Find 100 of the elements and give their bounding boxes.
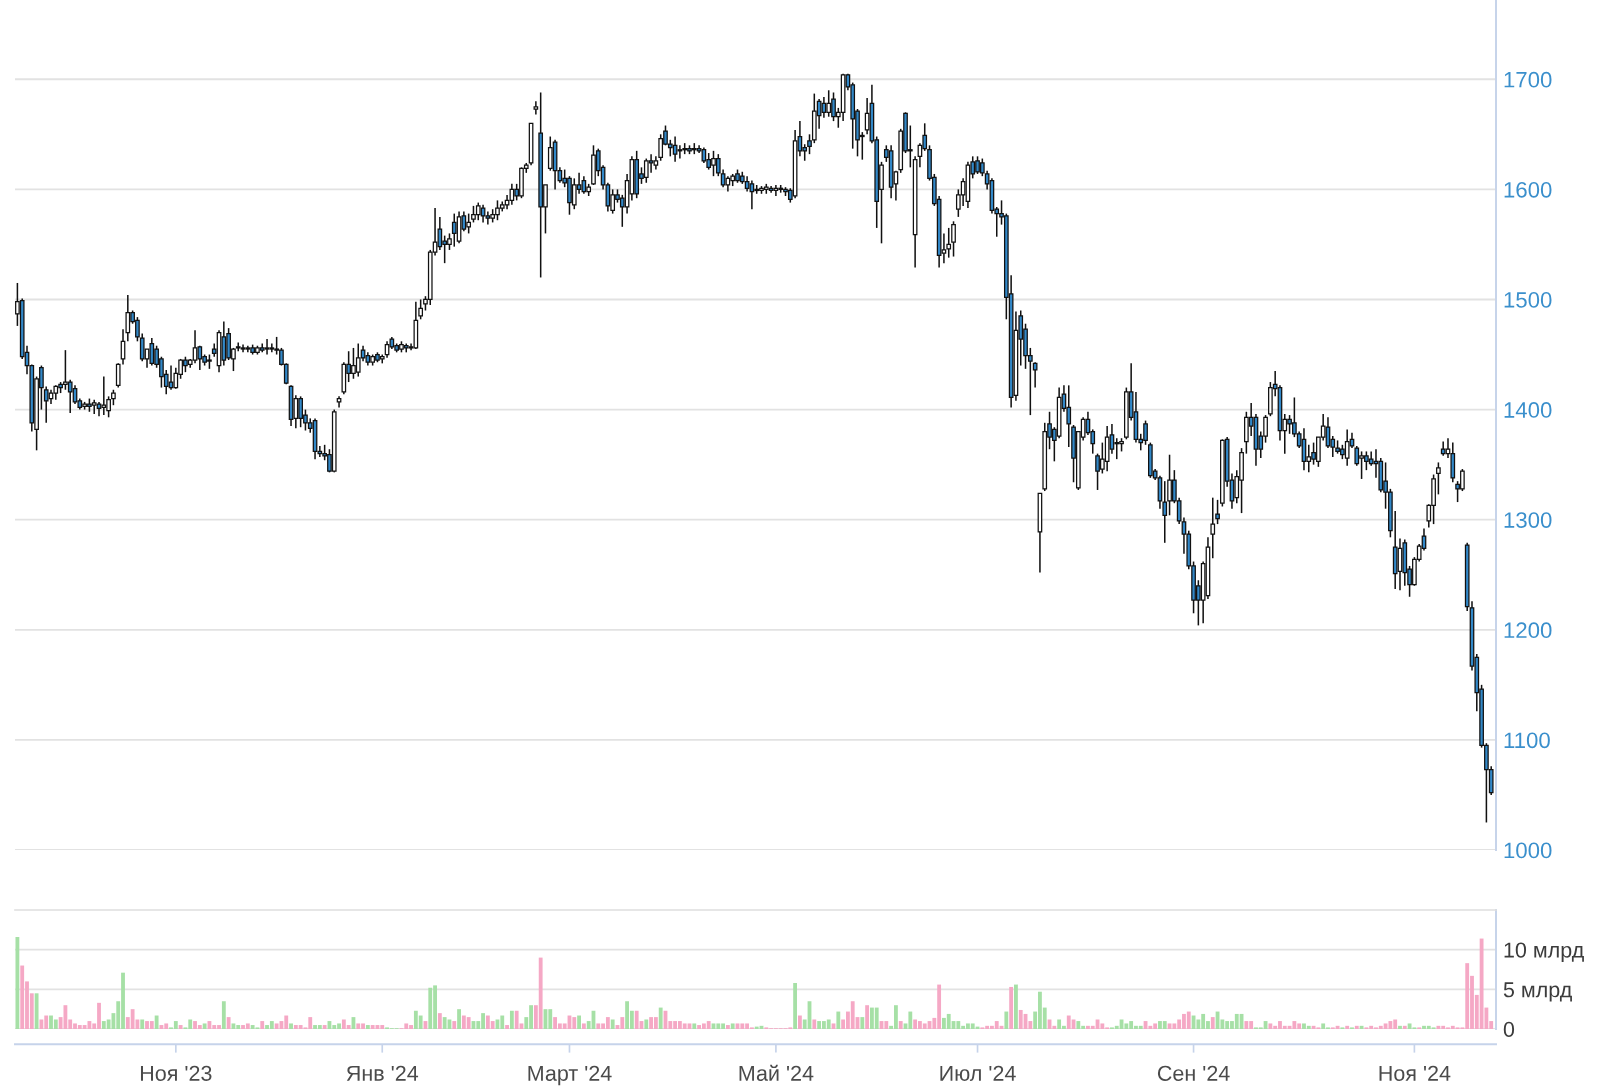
bar [1124, 1023, 1129, 1029]
bar [577, 1015, 581, 1029]
bar [1210, 1017, 1215, 1029]
bar [159, 1025, 164, 1029]
bar [730, 1023, 735, 1029]
bar [797, 1015, 802, 1029]
candlestick [72, 384, 78, 405]
bar [1436, 1025, 1441, 1029]
candlestick [509, 183, 515, 206]
bar [649, 1017, 654, 1029]
bar [581, 1023, 586, 1029]
bar [1009, 986, 1014, 1029]
candlestick [355, 342, 361, 378]
bar [317, 1025, 322, 1029]
bar [380, 1025, 385, 1029]
bar [605, 1017, 610, 1029]
candlestick [533, 100, 539, 116]
bar [1186, 1011, 1191, 1029]
bar [596, 1023, 601, 1029]
bar [817, 1021, 822, 1029]
candlestick [91, 398, 97, 415]
bar [82, 1025, 87, 1029]
x-tick-label: Июл '24 [940, 1065, 1016, 1081]
bar [173, 1021, 178, 1029]
bar [1479, 938, 1484, 1029]
bar [850, 1001, 855, 1029]
bar [1321, 1023, 1326, 1029]
bar [725, 1025, 730, 1029]
bar [34, 993, 39, 1029]
candlestick [221, 320, 227, 367]
y-tick-label: 1400 [1504, 402, 1552, 418]
x-tick-label: Март '24 [528, 1065, 612, 1086]
bar [130, 1009, 135, 1029]
bar [245, 1023, 250, 1029]
bar [692, 1023, 697, 1029]
bar [970, 1023, 975, 1029]
candlestick [418, 298, 424, 321]
bar [284, 1015, 289, 1029]
bar [1354, 1025, 1359, 1029]
bar [269, 1021, 274, 1029]
bar [1004, 1011, 1009, 1029]
x-tick-label: Май '24 [739, 1064, 814, 1081]
candlestick [1210, 496, 1216, 559]
bar [39, 1019, 44, 1029]
bar [682, 1023, 687, 1029]
bar [1388, 1021, 1393, 1029]
candlestick [1114, 437, 1120, 460]
bar [274, 1023, 279, 1029]
y-tick-label: 1500 [1504, 292, 1552, 308]
bar [260, 1021, 265, 1029]
bar [572, 1017, 577, 1029]
candlestick [264, 338, 270, 356]
bar [188, 1019, 193, 1029]
bar [740, 1023, 745, 1029]
bar [644, 1019, 649, 1029]
candlestick [192, 329, 198, 365]
bar [994, 1021, 999, 1029]
candlestick [149, 337, 155, 367]
bar [860, 1017, 865, 1029]
bar [874, 1007, 879, 1029]
candlestick [946, 227, 952, 259]
candlestick [67, 379, 73, 414]
bar [1148, 1025, 1153, 1029]
bar [1172, 1023, 1177, 1029]
y-tick-label: 0 [1503, 1021, 1515, 1038]
candlestick [1344, 428, 1350, 467]
bar [1407, 1023, 1412, 1029]
bar [154, 1015, 159, 1029]
x-tick-label: Ноя '24 [1379, 1065, 1451, 1081]
bar [1398, 1025, 1402, 1029]
bar [404, 1023, 409, 1029]
bar [812, 1019, 817, 1029]
bar [370, 1025, 375, 1029]
bar [356, 1023, 361, 1029]
bar [836, 1011, 841, 1029]
bar [452, 1021, 457, 1029]
bar [221, 1001, 226, 1029]
bar [178, 1025, 183, 1029]
bar [322, 1025, 327, 1029]
candlestick [168, 364, 174, 391]
bar [509, 1010, 514, 1029]
x-tick-label: Ноя '23 [140, 1065, 212, 1081]
y-tick-label: 1200 [1504, 622, 1552, 639]
bar [1359, 1025, 1364, 1029]
bar [457, 1009, 461, 1029]
bar [15, 936, 20, 1029]
bar [442, 1017, 447, 1029]
bar [653, 1017, 658, 1029]
candlestick [1032, 361, 1038, 389]
bar [716, 1023, 721, 1029]
bar [332, 1025, 337, 1029]
y-tick-label: 1600 [1504, 181, 1552, 198]
candlestick [643, 157, 649, 184]
bar [1282, 1025, 1287, 1029]
candlestick [101, 375, 107, 416]
bar [956, 1021, 961, 1029]
x-tick-label: Янв '24 [346, 1065, 419, 1081]
bar [87, 1021, 92, 1029]
bar [946, 1013, 951, 1029]
bar [908, 1011, 913, 1029]
